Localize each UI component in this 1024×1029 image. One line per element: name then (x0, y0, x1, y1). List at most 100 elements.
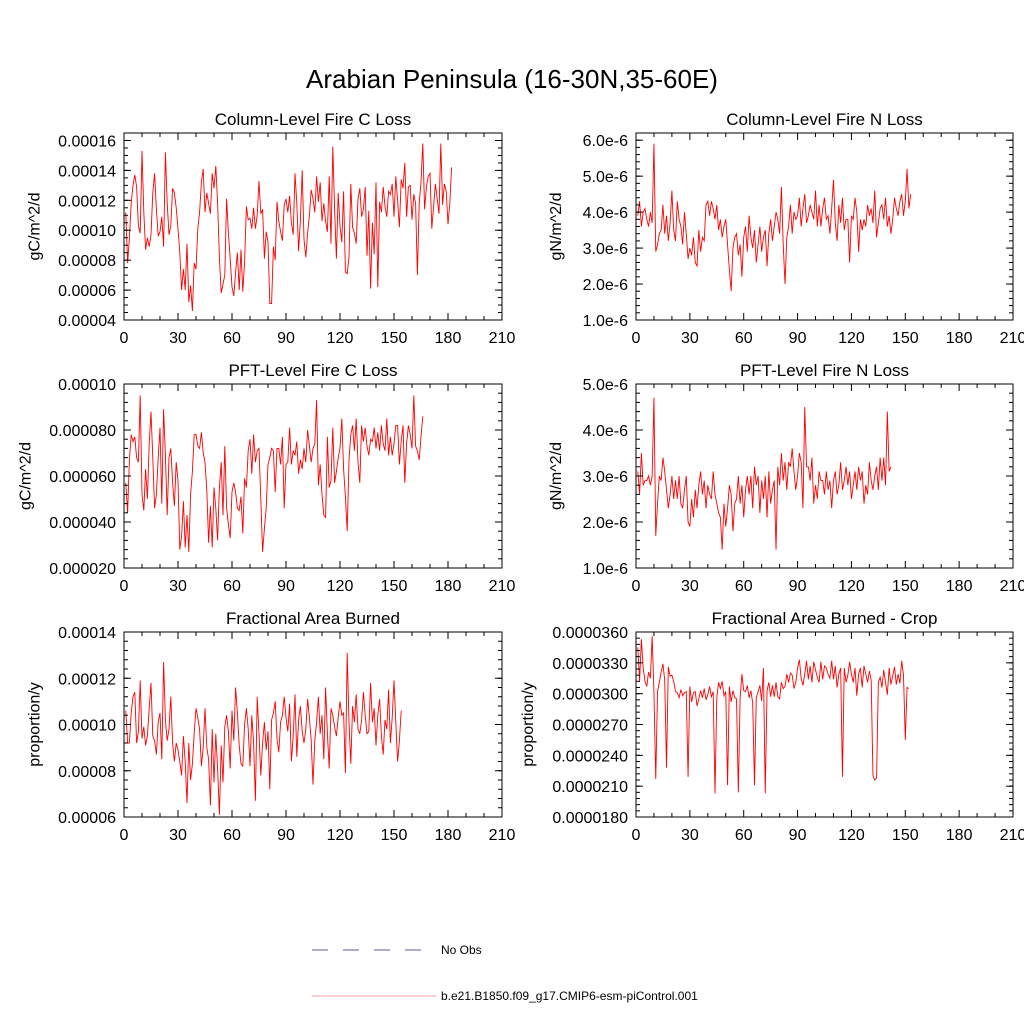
y-axis-label: proportion/y (27, 682, 44, 767)
x-tick-label: 0 (120, 827, 129, 844)
x-tick-label: 0 (632, 330, 641, 347)
plot-frame (123, 132, 503, 321)
panel-title: PFT-Level Fire N Loss (740, 361, 909, 380)
series-line (637, 397, 892, 550)
panel-title: Fractional Area Burned - Crop (712, 609, 938, 628)
x-tick-label: 150 (381, 330, 408, 347)
y-tick-label: 0.00010 (58, 718, 116, 735)
x-tick-label: 180 (946, 827, 973, 844)
y-axis-label: proportion/y (520, 682, 537, 767)
figure-title: Arabian Peninsula (16-30N,35-60E) (306, 64, 718, 94)
plot-frame (123, 631, 503, 818)
y-tick-label: 0.00016 (58, 133, 116, 150)
panel-title: PFT-Level Fire C Loss (228, 361, 397, 380)
panel-4: 0 30 60 90 120 150 180 210 1.0e-6 2.0e-6 3.0e-6 4.0… (548, 361, 1024, 595)
x-tick-label: 30 (169, 827, 187, 844)
y-tick-label: 6.0e-6 (583, 133, 628, 150)
x-tick-label: 30 (681, 578, 699, 595)
series-line (125, 143, 453, 312)
y-tick-label: 0.0000270 (552, 718, 628, 735)
legend: No Obs b.e21.B1850.f09_g17.CMIP6-esm-piC… (312, 943, 698, 1003)
x-tick-label: 150 (892, 330, 919, 347)
plot-frame (635, 631, 1014, 818)
x-tick-label: 210 (1000, 578, 1024, 595)
x-tick-label: 60 (223, 330, 241, 347)
x-tick-label: 150 (381, 578, 408, 595)
x-tick-label: 30 (681, 827, 699, 844)
x-tick-label: 180 (435, 827, 462, 844)
x-tick-label: 0 (632, 827, 641, 844)
y-tick-label: 0.00010 (58, 377, 116, 394)
y-tick-label: 0.0000330 (552, 656, 628, 673)
x-tick-label: 0 (120, 330, 129, 347)
x-tick-label: 90 (277, 578, 295, 595)
y-tick-label: 0.00014 (58, 163, 116, 180)
legend-label-model-run: b.e21.B1850.f09_g17.CMIP6-esm-piControl.… (441, 989, 698, 1003)
y-axis-label: gC/m^2/d (17, 442, 34, 510)
y-tick-label: 5.0e-6 (583, 169, 628, 186)
y-tick-label: 0.00010 (58, 223, 116, 240)
y-tick-label: 0.00006 (58, 810, 116, 827)
y-tick-label: 0.0000360 (552, 625, 628, 642)
panel-title: Fractional Area Burned (226, 609, 400, 628)
x-tick-label: 210 (1000, 827, 1024, 844)
plot-frame (635, 383, 1014, 569)
y-tick-label: 3.0e-6 (583, 241, 628, 258)
x-tick-label: 150 (892, 827, 919, 844)
y-axis-label: gN/m^2/d (548, 193, 565, 261)
y-tick-label: 0.00014 (58, 625, 116, 642)
panel-title: Column-Level Fire C Loss (215, 110, 412, 129)
panel-1: 0 30 60 90 120 150 180 210 0.00004 0.00006 0.00008… (27, 110, 516, 347)
y-tick-label: 0.000080 (49, 423, 116, 440)
y-tick-label: 0.00006 (58, 283, 116, 300)
y-tick-label: 0.0000300 (552, 687, 628, 704)
x-tick-label: 150 (892, 578, 919, 595)
y-tick-label: 1.0e-6 (583, 561, 628, 578)
x-tick-label: 150 (381, 827, 408, 844)
x-tick-label: 120 (327, 827, 354, 844)
y-axis-label: gN/m^2/d (548, 442, 565, 510)
legend-label-no-obs: No Obs (441, 943, 482, 957)
y-axis-label: gC/m^2/d (27, 193, 44, 261)
x-tick-label: 180 (435, 578, 462, 595)
x-tick-label: 60 (223, 578, 241, 595)
x-tick-label: 180 (946, 330, 973, 347)
x-tick-label: 210 (1000, 330, 1024, 347)
x-tick-label: 180 (435, 330, 462, 347)
y-tick-label: 5.0e-6 (583, 377, 628, 394)
panel-6: 0 30 60 90 120 150 180 210 0.0000180 0.0000210 0.0… (520, 609, 1024, 844)
chart-panels: 0 30 60 90 120 150 180 210 0.00004 0.00006 0.00008… (17, 110, 1024, 844)
plot-frame (635, 132, 1014, 321)
y-tick-label: 0.00012 (58, 193, 116, 210)
y-tick-label: 0.00004 (58, 313, 116, 330)
y-tick-label: 2.0e-6 (583, 515, 628, 532)
x-tick-label: 90 (277, 330, 295, 347)
panel-5: 0 30 60 90 120 150 180 210 0.00006 0.00008 0.00010… (27, 609, 516, 844)
x-tick-label: 120 (838, 330, 865, 347)
x-tick-label: 30 (169, 578, 187, 595)
x-tick-label: 120 (838, 827, 865, 844)
series-line (125, 395, 424, 552)
x-tick-label: 90 (277, 827, 295, 844)
x-tick-label: 210 (489, 827, 516, 844)
y-tick-label: 4.0e-6 (583, 205, 628, 222)
x-tick-label: 210 (489, 330, 516, 347)
x-tick-label: 120 (327, 330, 354, 347)
x-tick-label: 120 (327, 578, 354, 595)
y-tick-label: 0.0000210 (552, 779, 628, 796)
series-line (637, 143, 912, 292)
x-tick-label: 90 (789, 330, 807, 347)
y-tick-label: 0.000060 (49, 469, 116, 486)
series-line (125, 652, 402, 815)
x-tick-label: 0 (632, 578, 641, 595)
y-tick-label: 0.0000240 (552, 748, 628, 765)
y-tick-label: 2.0e-6 (583, 277, 628, 294)
y-tick-label: 4.0e-6 (583, 423, 628, 440)
panel-2: 0 30 60 90 120 150 180 210 1.0e-6 2.0e-6 3.0e-6 4.0… (548, 110, 1024, 347)
y-tick-label: 1.0e-6 (583, 313, 628, 330)
x-tick-label: 60 (735, 578, 753, 595)
x-tick-label: 0 (120, 578, 129, 595)
x-tick-label: 30 (681, 330, 699, 347)
x-tick-label: 180 (946, 578, 973, 595)
